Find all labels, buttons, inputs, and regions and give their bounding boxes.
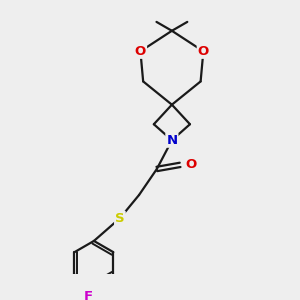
Text: F: F [83,290,92,300]
Text: O: O [135,45,146,58]
Text: S: S [115,212,125,225]
Text: N: N [166,134,178,147]
Text: O: O [185,158,196,171]
Text: O: O [198,45,209,58]
